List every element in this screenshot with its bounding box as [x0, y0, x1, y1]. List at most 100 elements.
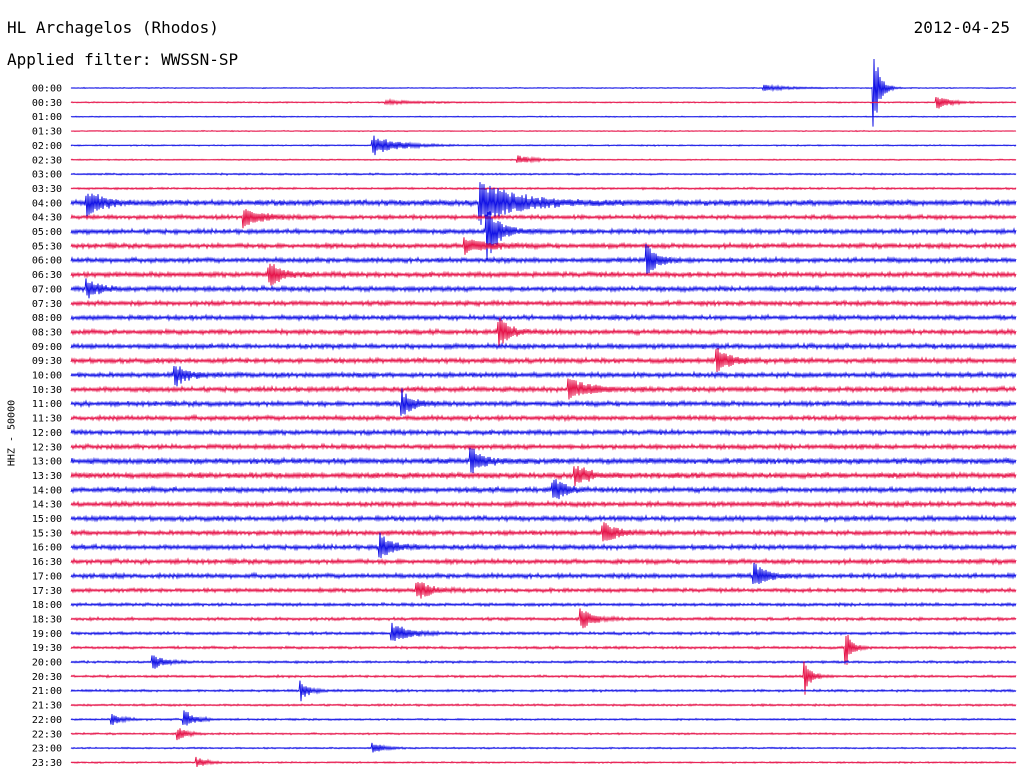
trace-row-1100: [70, 388, 1017, 416]
trace-row-2230: [70, 728, 1017, 741]
time-tick-label: 11:00: [32, 399, 62, 410]
trace-row-0130: [70, 129, 1017, 133]
trace-row-2100: [70, 680, 1017, 702]
trace-row-0300: [70, 172, 1017, 177]
trace-row-0500: [70, 211, 1017, 261]
time-tick-label: 08:30: [32, 327, 62, 338]
time-tick-label: 23:30: [32, 758, 62, 769]
time-tick-label: 05:30: [32, 241, 62, 252]
time-tick-label: 10:30: [32, 385, 62, 396]
trace-row-2300: [70, 742, 1017, 753]
trace-row-0730: [70, 298, 1017, 308]
trace-row-1800: [70, 601, 1017, 608]
trace-row-0230: [70, 155, 1017, 164]
trace-row-2200: [70, 710, 1017, 726]
trace-row-0330: [70, 186, 1017, 191]
time-tick-label: 10:00: [32, 371, 62, 382]
time-tick-label: 20:00: [32, 658, 62, 669]
trace-row-0400: [70, 182, 1017, 225]
time-tick-label: 20:30: [32, 672, 62, 683]
time-tick-label: 12:00: [32, 428, 62, 439]
time-tick-label: 00:00: [32, 84, 62, 95]
time-tick-label: 13:00: [32, 457, 62, 468]
time-tick-label: 00:30: [32, 98, 62, 109]
trace-row-1930: [70, 634, 1017, 665]
time-tick-label: 12:30: [32, 442, 62, 453]
trace-row-0930: [70, 348, 1017, 373]
trace-row-0030: [70, 97, 1017, 109]
time-tick-label: 07:00: [32, 284, 62, 295]
time-tick-label: 08:00: [32, 313, 62, 324]
time-tick-label: 02:00: [32, 141, 62, 152]
time-tick-label: 01:30: [32, 127, 62, 138]
trace-row-1600: [70, 532, 1017, 559]
time-tick-label: 09:00: [32, 342, 62, 353]
trace-row-1900: [70, 622, 1017, 642]
time-tick-label: 07:30: [32, 299, 62, 310]
time-tick-label: 16:00: [32, 543, 62, 554]
time-tick-label: 09:30: [32, 356, 62, 367]
trace-row-0530: [70, 237, 1017, 255]
time-tick-label: 19:00: [32, 629, 62, 640]
trace-row-1230: [70, 442, 1017, 452]
trace-row-0100: [70, 115, 1017, 118]
trace-row-1000: [70, 365, 1017, 387]
time-tick-label: 06:00: [32, 256, 62, 267]
time-tick-label: 01:00: [32, 112, 62, 123]
trace-row-1500: [70, 514, 1017, 523]
trace-row-0000: [70, 58, 1017, 127]
time-tick-label: 22:00: [32, 715, 62, 726]
trace-row-1330: [70, 465, 1017, 487]
trace-row-1030: [70, 378, 1017, 400]
trace-row-1130: [70, 413, 1017, 423]
trace-row-2030: [70, 661, 1017, 695]
trace-row-1400: [70, 479, 1017, 500]
time-tick-label: 15:30: [32, 528, 62, 539]
time-tick-label: 23:00: [32, 744, 62, 755]
time-tick-label: 04:00: [32, 198, 62, 209]
trace-row-1430: [70, 499, 1017, 509]
time-tick-label: 21:00: [32, 686, 62, 697]
time-tick-label: 16:30: [32, 557, 62, 568]
trace-row-0630: [70, 263, 1017, 286]
time-tick-label: 03:30: [32, 184, 62, 195]
time-tick-label: 13:30: [32, 471, 62, 482]
time-tick-label: 17:30: [32, 586, 62, 597]
trace-row-0700: [70, 278, 1017, 299]
time-tick-label: 22:30: [32, 729, 62, 740]
trace-row-1830: [70, 608, 1017, 629]
trace-row-1300: [70, 447, 1017, 474]
station-title: HL Archagelos (Rhodos): [7, 18, 219, 37]
time-tick-label: 18:00: [32, 600, 62, 611]
time-tick-label: 05:00: [32, 227, 62, 238]
trace-row-0800: [70, 313, 1017, 322]
time-tick-label: 11:30: [32, 414, 62, 425]
time-tick-label: 06:30: [32, 270, 62, 281]
time-tick-label: 02:30: [32, 155, 62, 166]
trace-row-0600: [70, 243, 1017, 276]
time-tick-label: 15:00: [32, 514, 62, 525]
trace-row-1700: [70, 562, 1017, 585]
time-tick-label: 14:00: [32, 485, 62, 496]
trace-row-1200: [70, 427, 1017, 437]
trace-row-2130: [70, 702, 1017, 708]
trace-row-2330: [70, 756, 1017, 767]
trace-row-2000: [70, 655, 1017, 669]
trace-row-0830: [70, 317, 1017, 348]
trace-row-0900: [70, 341, 1017, 351]
time-tick-label: 17:00: [32, 571, 62, 582]
time-tick-label: 14:30: [32, 500, 62, 511]
filter-label: Applied filter: WWSSN-SP: [7, 50, 239, 69]
trace-row-1530: [70, 522, 1017, 542]
trace-row-1730: [70, 582, 1017, 599]
trace-row-1630: [70, 557, 1017, 566]
time-tick-label: 03:00: [32, 170, 62, 181]
trace-row-0430: [70, 209, 1017, 229]
time-tick-label: 18:30: [32, 614, 62, 625]
date-label: 2012-04-25: [913, 18, 1010, 37]
trace-row-0200: [70, 135, 1017, 156]
time-tick-label: 19:30: [32, 643, 62, 654]
time-tick-label: 21:30: [32, 701, 62, 712]
time-tick-label: 04:30: [32, 213, 62, 224]
